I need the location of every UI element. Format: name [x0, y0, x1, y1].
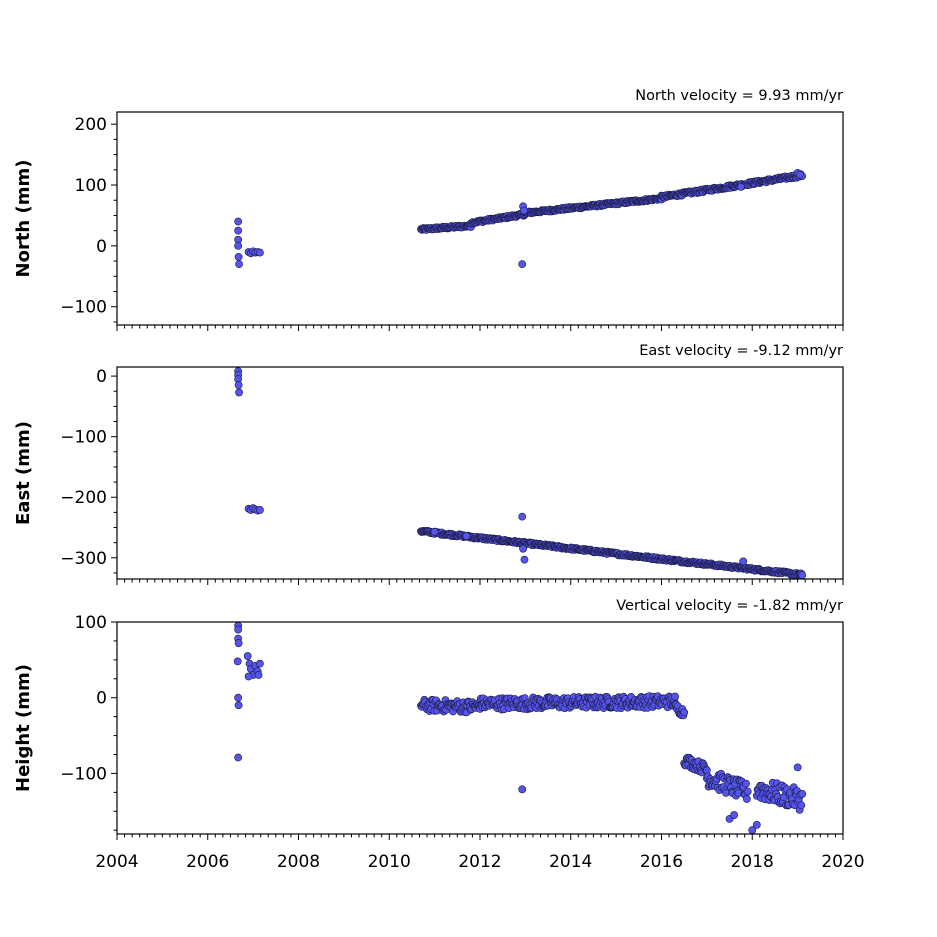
velocity-annotation: East velocity = -9.12 mm/yr [639, 343, 843, 359]
y-axis-title: North (mm) [13, 160, 34, 278]
plot-frame [116, 366, 844, 580]
data-point [430, 527, 439, 536]
data-point [234, 753, 243, 762]
data-point [752, 821, 761, 829]
data-point [730, 811, 738, 819]
x-tick-label: 2016 [640, 852, 683, 872]
data-point [795, 170, 804, 179]
velocity-annotation: Vertical velocity = -1.82 mm/yr [616, 598, 843, 614]
data-point [737, 182, 745, 191]
data-point [235, 260, 243, 269]
data-point [234, 639, 243, 648]
data-points-height [233, 622, 807, 834]
panel-height: 100 0 −100 2004 2006 2008 2010 2012 2014 2016 2018… [13, 598, 865, 872]
data-point [234, 625, 243, 634]
data-point [520, 206, 528, 215]
data-point [798, 790, 807, 798]
y-tick-label: 0 [96, 689, 107, 709]
y-axis-title: East (mm) [13, 421, 34, 525]
data-point [518, 512, 527, 521]
data-point [742, 779, 750, 788]
data-point [243, 652, 252, 660]
data-point [797, 801, 806, 810]
y-tick-label: 100 [75, 176, 107, 196]
panel-north: 200 100 0 −100 North (mm) North velocity = 9.… [13, 88, 844, 331]
data-point [235, 388, 243, 397]
data-point [234, 226, 243, 235]
data-points-north [234, 168, 807, 269]
data-point [234, 252, 243, 261]
data-point [520, 555, 529, 564]
y-tick-label: −100 [60, 428, 107, 448]
y-tick-label: −300 [60, 549, 107, 569]
data-points-east [234, 367, 807, 579]
data-point [234, 381, 243, 390]
x-tick-label: 2012 [458, 852, 501, 872]
data-point [254, 671, 263, 679]
data-point [256, 659, 264, 668]
y-tick-label: 0 [96, 237, 107, 257]
data-point [256, 248, 264, 257]
data-point [518, 785, 527, 794]
x-tick-label: 2014 [549, 852, 592, 872]
data-point [234, 241, 243, 250]
data-point [742, 795, 751, 803]
plot-frame [116, 621, 844, 835]
x-tick-label: 2004 [95, 852, 138, 872]
x-tick-label: 2020 [821, 852, 864, 872]
data-point [671, 692, 680, 701]
data-point [233, 657, 242, 666]
y-tick-label: −100 [60, 298, 107, 318]
data-point [256, 506, 264, 514]
x-tick-label: 2006 [186, 852, 229, 872]
data-point [793, 763, 802, 772]
data-point [462, 532, 471, 540]
data-point [680, 708, 689, 717]
data-point [234, 701, 243, 710]
data-point [739, 557, 748, 566]
data-point [234, 693, 243, 702]
x-tick-label: 2008 [277, 852, 320, 872]
data-point [743, 787, 752, 796]
y-tick-label: 100 [75, 613, 107, 633]
data-point [244, 672, 253, 681]
panel-east: 0 −100 −200 −300 East (mm) East velocity = -9… [13, 343, 844, 585]
y-axis-title: Height (mm) [13, 664, 34, 792]
y-tick-label: 0 [96, 367, 107, 387]
y-tick-label: −100 [60, 764, 107, 784]
velocity-annotation: North velocity = 9.93 mm/yr [635, 88, 843, 104]
y-tick-label: −200 [60, 488, 107, 508]
y-tick-label: 200 [75, 115, 107, 135]
data-point [234, 217, 243, 226]
x-tick-label: 2018 [731, 852, 774, 872]
data-point [798, 571, 807, 579]
data-point [518, 260, 527, 269]
x-tick-label: 2010 [368, 852, 411, 872]
data-point [519, 544, 528, 553]
